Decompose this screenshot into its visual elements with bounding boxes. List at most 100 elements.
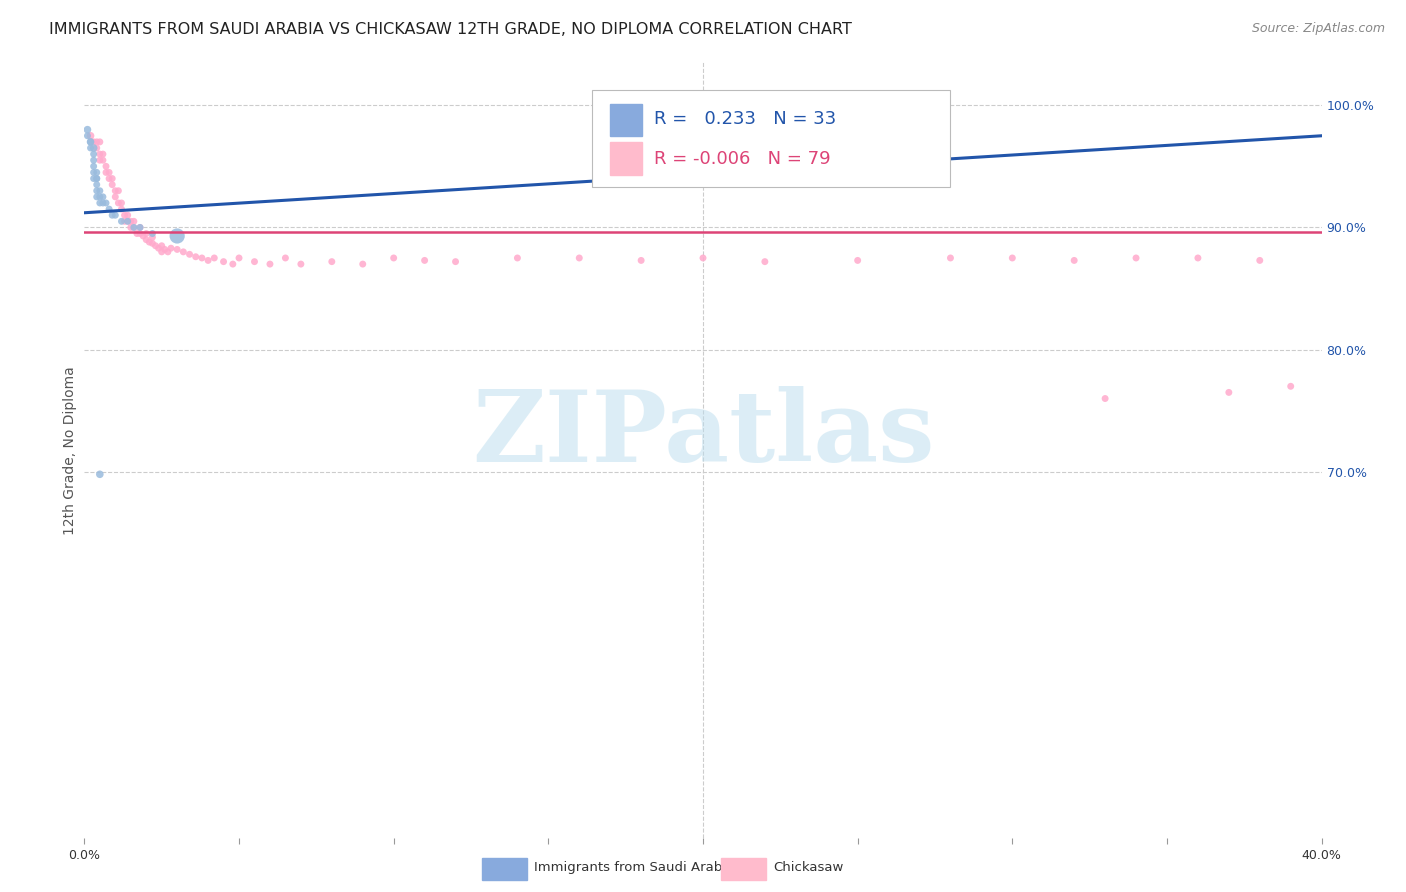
Point	[83, 165, 105, 179]
Text: IMMIGRANTS FROM SAUDI ARABIA VS CHICKASAW 12TH GRADE, NO DIPLOMA CORRELATION CHA: IMMIGRANTS FROM SAUDI ARABIA VS CHICKASA…	[49, 22, 852, 37]
Point	[150, 239, 173, 253]
Point	[212, 254, 235, 268]
Point	[202, 251, 225, 265]
Text: R = -0.006   N = 79: R = -0.006 N = 79	[654, 151, 830, 169]
Point	[117, 214, 139, 228]
Point	[138, 235, 160, 249]
Point	[321, 254, 343, 268]
Point	[129, 220, 152, 235]
Point	[79, 135, 101, 149]
Point	[110, 202, 132, 216]
FancyBboxPatch shape	[592, 89, 950, 186]
Point	[86, 171, 108, 186]
Point	[91, 153, 114, 168]
Point	[120, 214, 142, 228]
FancyBboxPatch shape	[610, 143, 643, 175]
Point	[382, 251, 405, 265]
Point	[1187, 251, 1209, 265]
Point	[156, 244, 179, 259]
Point	[1001, 251, 1024, 265]
Point	[89, 184, 111, 198]
Point	[107, 196, 129, 211]
Point	[114, 208, 136, 222]
Point	[141, 236, 163, 251]
Point	[101, 178, 124, 192]
Point	[117, 214, 139, 228]
Point	[1125, 251, 1147, 265]
Point	[179, 247, 201, 261]
Point	[122, 214, 145, 228]
Point	[150, 244, 173, 259]
Point	[444, 254, 467, 268]
Point	[86, 141, 108, 155]
Point	[98, 202, 121, 216]
Point	[110, 196, 132, 211]
Point	[86, 165, 108, 179]
Point	[86, 171, 108, 186]
Point	[122, 220, 145, 235]
Point	[413, 253, 436, 268]
Point	[184, 250, 207, 264]
Point	[352, 257, 374, 271]
Point	[506, 251, 529, 265]
Point	[79, 141, 101, 155]
Point	[259, 257, 281, 271]
Point	[86, 190, 108, 204]
Point	[141, 227, 163, 241]
Point	[125, 227, 148, 241]
Point	[166, 243, 188, 257]
Point	[104, 208, 127, 222]
Point	[89, 196, 111, 211]
Point	[166, 229, 188, 244]
Point	[94, 159, 117, 173]
Text: Source: ZipAtlas.com: Source: ZipAtlas.com	[1251, 22, 1385, 36]
Point	[122, 220, 145, 235]
Point	[145, 239, 167, 253]
Point	[243, 254, 266, 268]
Text: ZIPatlas: ZIPatlas	[472, 386, 934, 483]
Point	[76, 128, 98, 143]
Point	[83, 147, 105, 161]
Point	[91, 196, 114, 211]
Point	[148, 241, 170, 255]
Point	[153, 243, 176, 257]
Point	[79, 135, 101, 149]
Point	[1249, 253, 1271, 268]
Point	[132, 229, 155, 244]
Point	[94, 196, 117, 211]
Point	[83, 153, 105, 168]
Point	[1279, 379, 1302, 393]
Point	[110, 214, 132, 228]
Point	[568, 251, 591, 265]
Point	[107, 184, 129, 198]
Point	[86, 178, 108, 192]
Point	[191, 251, 214, 265]
Point	[104, 190, 127, 204]
Point	[89, 467, 111, 482]
Point	[101, 208, 124, 222]
Point	[1094, 392, 1116, 406]
Point	[83, 135, 105, 149]
Point	[83, 159, 105, 173]
Point	[141, 230, 163, 244]
Point	[129, 220, 152, 235]
FancyBboxPatch shape	[610, 103, 643, 136]
Text: Immigrants from Saudi Arabia: Immigrants from Saudi Arabia	[534, 861, 734, 873]
Point	[94, 165, 117, 179]
Point	[89, 153, 111, 168]
Point	[197, 253, 219, 268]
Point	[117, 208, 139, 222]
Point	[274, 251, 297, 265]
Point	[83, 171, 105, 186]
Text: R =   0.233   N = 33: R = 0.233 N = 33	[654, 110, 835, 128]
Point	[1218, 385, 1240, 400]
Point	[939, 251, 962, 265]
Point	[98, 165, 121, 179]
Point	[692, 251, 714, 265]
Point	[76, 122, 98, 136]
Text: Chickasaw: Chickasaw	[773, 861, 844, 873]
Point	[160, 241, 183, 255]
Point	[120, 220, 142, 235]
Y-axis label: 12th Grade, No Diploma: 12th Grade, No Diploma	[63, 366, 77, 535]
Point	[228, 251, 250, 265]
